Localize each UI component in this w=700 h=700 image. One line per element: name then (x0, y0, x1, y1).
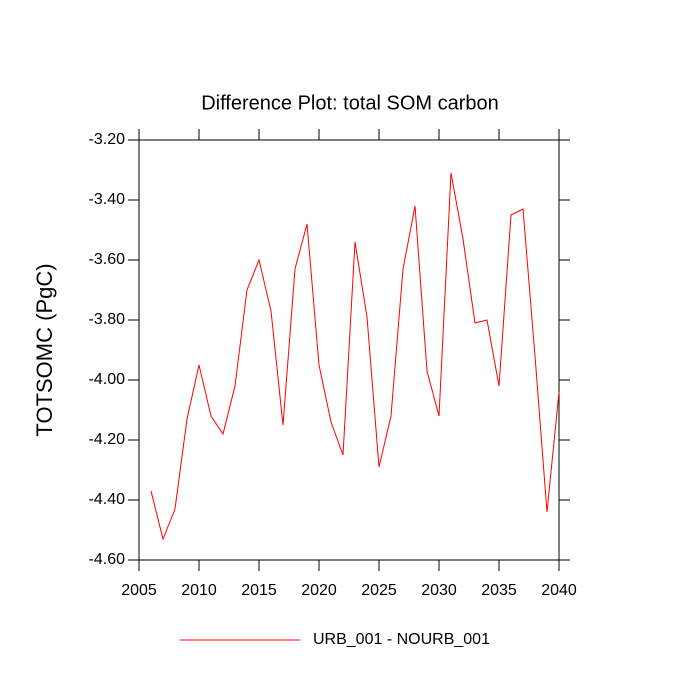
x-tick-label: 2005 (121, 582, 157, 599)
legend-label: URB_001 - NOURB_001 (313, 631, 490, 648)
plot-frame (138, 139, 560, 561)
y-tick-label: -4.40 (89, 491, 126, 508)
x-tick-label: 2040 (541, 582, 577, 599)
y-tick-label: -3.40 (89, 191, 126, 208)
data-line (150, 172, 560, 541)
x-tick-label: 2020 (301, 582, 337, 599)
x-tick-label: 2035 (481, 582, 517, 599)
y-tick-label: -4.20 (89, 431, 126, 448)
y-tick-label: -4.60 (89, 551, 126, 568)
y-tick-label: -3.20 (89, 131, 126, 148)
y-tick-label: -3.80 (89, 311, 126, 328)
x-tick-label: 2010 (181, 582, 217, 599)
y-axis-label: TOTSOMC (PgC) (32, 263, 57, 436)
chart-title: Difference Plot: total SOM carbon (201, 92, 499, 114)
y-tick-label: -3.60 (89, 251, 126, 268)
y-tick-label: -4.00 (89, 371, 126, 388)
x-tick-label: 2015 (241, 582, 277, 599)
x-tick-label: 2025 (361, 582, 397, 599)
x-tick-label: 2030 (421, 582, 457, 599)
